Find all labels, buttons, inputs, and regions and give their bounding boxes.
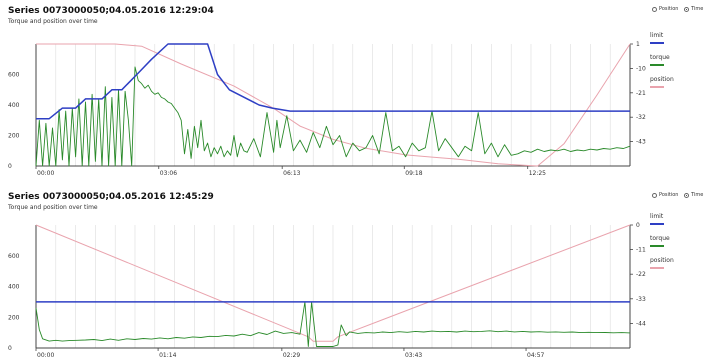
chart-1-svg: 0 200 400 600 1 -10 -21 -32 -43 00:00 03:06 06:13 09… [8,41,646,177]
chart-2-legend: limit torque position [650,213,674,279]
legend-item-torque: torque [650,235,674,257]
legend-swatch-limit [650,223,664,225]
radio-on-icon [684,192,690,198]
x-tick-label: 01:14 [159,352,176,359]
legend-swatch-torque [650,245,664,247]
series-position-line [36,43,631,167]
y-tick-label-right: -32 [636,114,646,121]
legend-label-torque: torque [650,54,670,61]
chart-2-radio-position[interactable]: Position [652,192,678,198]
x-tick-label: 04:57 [527,352,544,359]
chart-1-mode-radio-group: Position Time [652,6,707,14]
y-tick-label-right: 1 [636,41,640,48]
y-tick-label-left: 200 [8,314,20,321]
series-torque-line [35,301,631,347]
legend-item-torque: torque [650,54,674,76]
legend-swatch-limit [650,42,664,44]
x-tick-label: 00:00 [37,352,54,359]
chart-1-radio-position[interactable]: Position [652,6,678,12]
y-tick-label-right: -11 [636,247,646,254]
radio-on-icon [684,6,690,12]
y-tick-label-left: 600 [8,253,20,260]
y-tick-label-right: -44 [636,320,646,327]
y-tick-label-right: -10 [636,65,646,72]
x-tick-label: 03:06 [160,170,177,177]
chart-1-radio-time-label: Time [691,6,704,12]
legend-swatch-position [650,86,664,88]
chart-1-title: Series 0073000050;04.05.2016 12:29:04 [8,6,214,16]
y-tick-label-left: 400 [8,102,20,109]
y-tick-label-left: 400 [8,284,20,291]
legend-label-limit: limit [650,32,664,39]
y-tick-label-left: 200 [8,133,20,140]
chart-2-radio-position-label: Position [659,192,679,198]
legend-label-torque: torque [650,235,670,242]
radio-off-icon [652,192,657,198]
x-tick-label: 06:13 [283,170,300,177]
chart-1-radio-time[interactable]: Time [684,6,703,12]
legend-item-position: position [650,257,674,279]
legend-swatch-torque [650,64,664,66]
chart-2-title: Series 0073000050;04.05.2016 12:45:29 [8,192,214,202]
radio-off-icon [652,6,657,12]
legend-item-limit: limit [650,32,674,54]
y-tick-label-right: 0 [636,222,640,229]
chart-2-mode-radio-group: Position Time [652,192,707,200]
legend-label-limit: limit [650,213,664,220]
legend-label-position: position [650,257,674,264]
y-tick-label-right: -22 [636,271,646,278]
x-tick-label: 09:18 [405,170,422,177]
series-position-line [35,224,631,342]
chart-panel-2: 0 200 400 600 0 -11 -22 -33 -44 00:00 01:14 02:29 03… [0,181,713,361]
chart-1-subtitle: Torque and position over time [8,18,98,25]
chart-2-radio-time[interactable]: Time [684,192,703,198]
x-tick-label: 02:29 [283,352,300,359]
chart-2-svg: 0 200 400 600 0 -11 -22 -33 -44 00:00 01:14 02:29 03… [8,222,646,359]
series-torque-line [35,66,631,167]
series-limit-line [36,43,630,120]
legend-swatch-position [650,267,664,269]
chart-1-radio-position-label: Position [659,6,679,12]
legend-item-limit: limit [650,213,674,235]
legend-label-position: position [650,76,674,83]
y-tick-label-left: 600 [8,72,20,79]
x-tick-label: 00:00 [37,170,54,177]
x-tick-label: 03:43 [405,352,422,359]
y-tick-label-left: 0 [8,345,12,352]
x-tick-label: 12:25 [529,170,546,177]
y-tick-label-left: 0 [8,163,12,170]
chart-2-radio-time-label: Time [691,192,704,198]
chart-panel-1: 0 200 400 600 1 -10 -21 -32 -43 00:00 03:06 06:13 09… [0,0,713,180]
y-tick-label-right: -33 [636,296,646,303]
chart-1-legend: limit torque position [650,32,674,98]
y-tick-label-right: -21 [636,90,646,97]
y-tick-label-right: -43 [636,139,646,146]
chart-2-subtitle: Torque and position over time [8,204,98,211]
legend-item-position: position [650,76,674,98]
